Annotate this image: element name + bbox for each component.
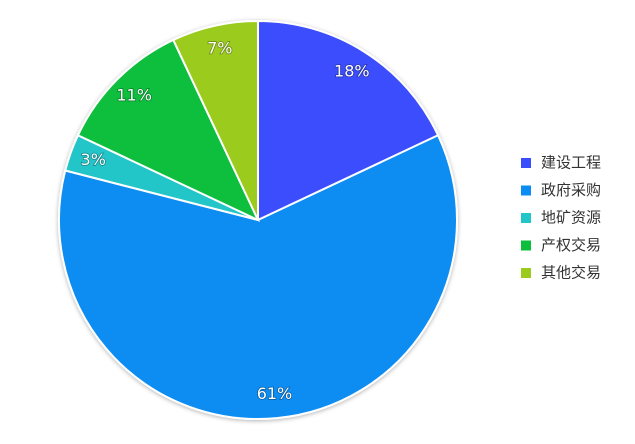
legend-swatch — [521, 158, 531, 168]
pie-slice — [58, 133, 458, 420]
legend-swatch — [521, 268, 531, 278]
slice-label: 7% — [207, 39, 232, 58]
legend-label: 地矿资源 — [541, 209, 601, 227]
slice-label: 61% — [257, 384, 293, 403]
pie — [58, 19, 458, 420]
legend-swatch — [521, 213, 531, 223]
legend-label: 建设工程 — [541, 154, 601, 172]
slice-label: 18% — [334, 62, 370, 81]
pie-slice — [76, 38, 261, 223]
legend-label: 其他交易 — [541, 264, 601, 282]
legend-swatch — [521, 185, 531, 196]
slice-label: 3% — [81, 150, 106, 169]
labels: 18% 61% 3% 11% 7% — [80, 38, 371, 404]
pie-slice — [257, 19, 440, 222]
legend-label: 政府采购 — [541, 181, 601, 199]
legend-swatch — [521, 240, 531, 251]
slice-label: 11% — [116, 86, 152, 105]
pie-slice — [171, 19, 259, 221]
legend-label: 产权交易 — [541, 236, 601, 254]
